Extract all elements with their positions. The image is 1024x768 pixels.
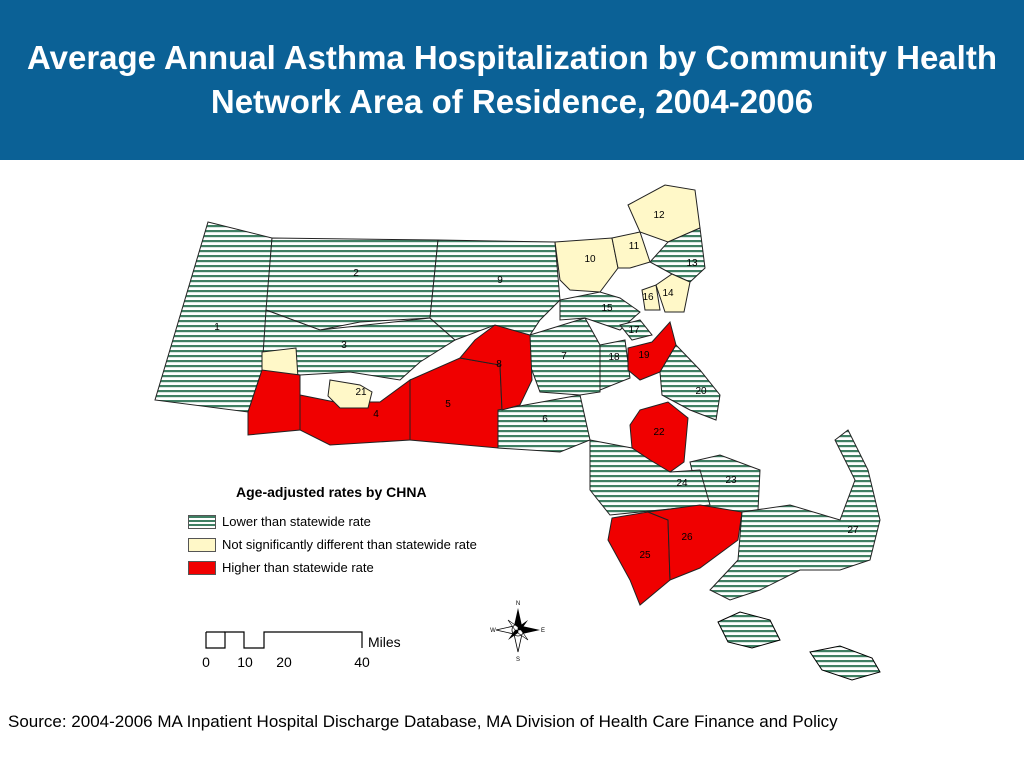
compass-w: W [490, 628, 496, 634]
scale-unit-label: Miles [368, 634, 401, 650]
chna-region-26 [646, 504, 743, 581]
legend-item-lower: Lower than statewide rate [188, 510, 518, 533]
region-label-22: 22 [653, 427, 665, 438]
island-shape [809, 645, 881, 681]
scale-tick: 20 [276, 654, 292, 670]
region-label-20: 20 [695, 386, 707, 397]
chna-region-6 [497, 394, 591, 453]
region-label-10: 10 [584, 254, 596, 265]
chna-region-west1 [247, 369, 301, 436]
chna-region-18 [599, 339, 631, 391]
legend-item-higher: Higher than statewide rate [188, 556, 518, 579]
compass-e: E [541, 628, 545, 634]
legend-swatch-lower [188, 514, 216, 529]
chna-region-11 [611, 231, 651, 269]
region-label-24: 24 [676, 478, 688, 489]
legend-swatch-same [188, 537, 216, 552]
legend-item-same: Not significantly different than statewi… [188, 533, 518, 556]
region-label-13: 13 [686, 258, 698, 269]
region-label-26: 26 [681, 532, 693, 543]
compass-n: N [516, 601, 520, 607]
chna-region-21 [327, 379, 373, 409]
region-label-6: 6 [542, 414, 548, 425]
title-bar: Average Annual Asthma Hospitalization by… [0, 0, 1024, 160]
legend: Age-adjusted rates by CHNA Lower than st… [188, 484, 518, 579]
region-label-16: 16 [642, 292, 654, 303]
region-label-14: 14 [662, 288, 674, 299]
chna-region-8 [459, 324, 533, 411]
scale-tick: 0 [202, 654, 210, 670]
chna-region-10 [554, 237, 619, 293]
slide-title: Average Annual Asthma Hospitalization by… [27, 39, 997, 120]
legend-swatch-higher [188, 560, 216, 575]
chna-region-16 [641, 284, 661, 311]
compass-rose-icon: N S E W [490, 601, 545, 662]
region-label-27: 27 [847, 525, 859, 536]
chna-region-14 [655, 273, 691, 313]
region-label-21: 21 [355, 387, 367, 398]
region-label-17: 17 [628, 325, 640, 336]
region-label-3: 3 [341, 340, 347, 351]
chna-region-15 [559, 291, 641, 331]
chna-region-20 [659, 344, 721, 421]
region-label-7: 7 [561, 351, 567, 362]
legend-label-same: Not significantly different than statewi… [222, 537, 477, 552]
chna-region-9 [429, 239, 561, 341]
region-label-9: 9 [497, 275, 503, 286]
scale-bar-graphic [205, 631, 363, 649]
region-label-4: 4 [373, 409, 379, 420]
legend-label-higher: Higher than statewide rate [222, 560, 374, 575]
scale-tick: 40 [354, 654, 370, 670]
scale-bar: Miles 0 10 20 40 [200, 630, 420, 680]
region-label-1: 1 [214, 322, 220, 333]
regions-layer [154, 184, 881, 681]
island-shape [717, 611, 781, 649]
region-label-15: 15 [601, 303, 613, 314]
chna-region-27 [709, 429, 881, 601]
compass-s: S [516, 657, 520, 662]
region-label-11: 11 [629, 241, 640, 252]
chna-region-1 [154, 221, 273, 413]
legend-title: Age-adjusted rates by CHNA [236, 484, 427, 500]
legend-label-lower: Lower than statewide rate [222, 514, 371, 529]
scale-tick: 10 [237, 654, 253, 670]
chna-region-17 [619, 319, 653, 341]
region-label-5: 5 [445, 399, 451, 410]
region-label-8: 8 [496, 359, 502, 370]
region-label-23: 23 [725, 475, 737, 486]
chna-region-5 [409, 357, 503, 449]
region-label-18: 18 [608, 352, 620, 363]
chna-region-2 [265, 237, 439, 331]
region-label-2: 2 [353, 268, 359, 279]
region-label-12: 12 [653, 210, 665, 221]
source-note: Source: 2004-2006 MA Inpatient Hospital … [8, 712, 838, 731]
region-label-19: 19 [638, 350, 650, 361]
chna-region-24 [589, 439, 711, 516]
region-label-25: 25 [639, 550, 651, 561]
